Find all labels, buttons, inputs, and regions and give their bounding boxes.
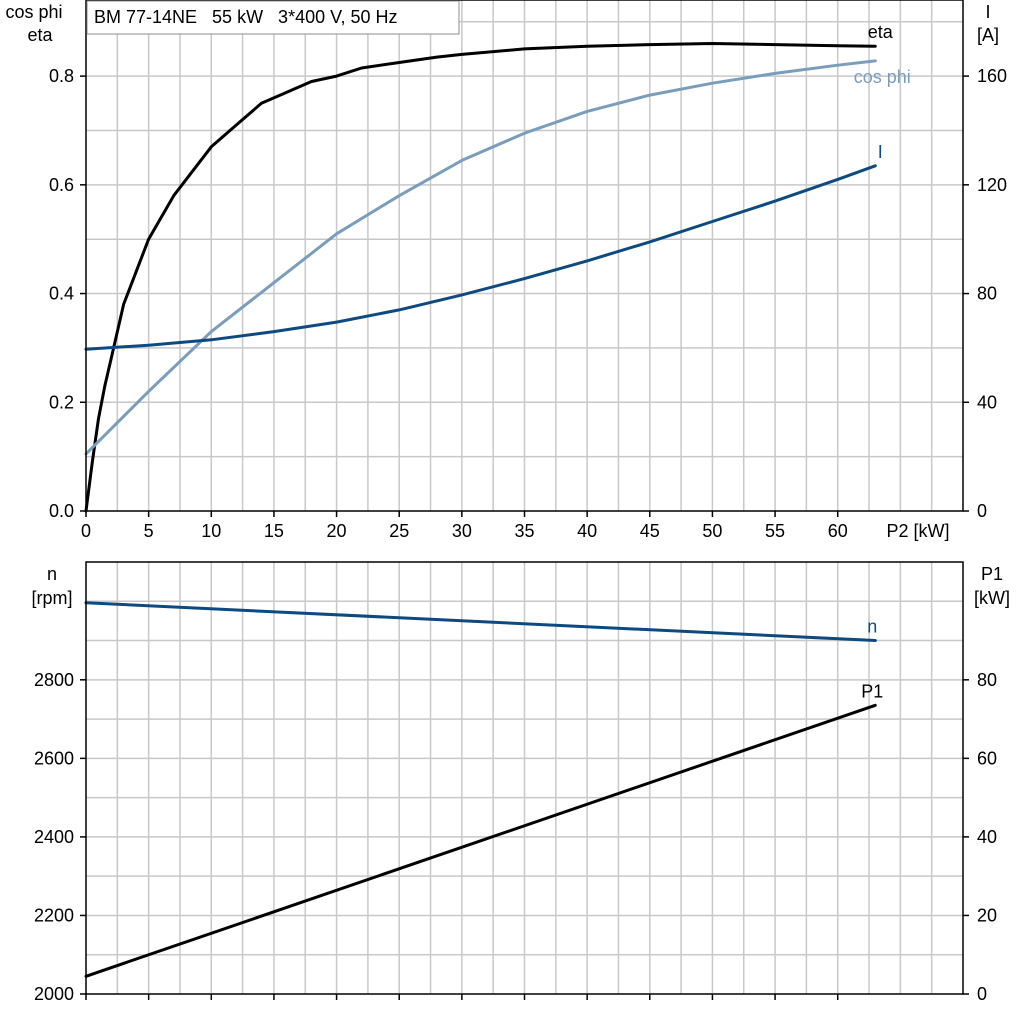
top-left-tick-label: 0.6 xyxy=(49,175,74,195)
bottom-series xyxy=(84,601,877,978)
top-x-tick-label: 15 xyxy=(264,521,284,541)
top-x-tick-label: 45 xyxy=(640,521,660,541)
top-left-tick-label: 0.2 xyxy=(49,392,74,412)
top-x-tick-label: 5 xyxy=(144,521,154,541)
bottom-right-ticks: 0 20 40 60 80 xyxy=(963,670,997,1004)
bottom-left-axis-title-line2: [rpm] xyxy=(31,588,72,608)
bottom-right-tick-label: 20 xyxy=(977,905,997,925)
top-left-axis-title-line2: eta xyxy=(27,25,53,45)
top-right-tick-label: 160 xyxy=(977,66,1007,86)
top-x-tick-label: 20 xyxy=(327,521,347,541)
top-left-tick-label: 0.4 xyxy=(49,284,74,304)
top-series xyxy=(84,42,877,513)
bottom-left-tick-label: 2400 xyxy=(34,827,74,847)
top-x-tick-label: 50 xyxy=(702,521,722,541)
series-label-eta: eta xyxy=(868,22,894,42)
top-x-ticks: 0 5 10 15 20 25 30 35 40 45 50 55 60 xyxy=(81,511,848,541)
info-box: BM 77-14NE 55 kW 3*400 V, 50 Hz xyxy=(86,0,460,35)
top-left-axis-title-line1: cos phi xyxy=(5,2,62,22)
bottom-left-tick-label: 2200 xyxy=(34,905,74,925)
series-label-i: I xyxy=(878,142,883,162)
bottom-panel: 2000 2200 2400 2600 2800 0 20 40 60 80 n P1 n [rp… xyxy=(31,561,1010,1004)
bottom-grid xyxy=(85,562,963,1000)
bottom-left-tick-label: 2800 xyxy=(34,670,74,690)
bottom-left-tick-label: 2600 xyxy=(34,748,74,768)
bottom-right-tick-label: 60 xyxy=(977,748,997,768)
top-x-tick-label: 60 xyxy=(828,521,848,541)
info-box-text: BM 77-14NE 55 kW 3*400 V, 50 Hz xyxy=(94,7,398,27)
top-right-ticks: 0 40 80 120 160 xyxy=(963,66,1007,521)
top-series-labels: eta cos phi I xyxy=(854,22,911,162)
top-left-tick-label: 0.8 xyxy=(49,66,74,86)
series-line-n xyxy=(84,601,877,642)
top-right-axis-title-line1: I xyxy=(985,2,990,22)
bottom-right-tick-label: 0 xyxy=(977,984,987,1004)
bottom-right-axis-title-line1: P1 xyxy=(981,564,1003,584)
bottom-left-tick-label: 2000 xyxy=(34,984,74,1004)
top-left-ticks: 0.0 0.2 0.4 0.6 0.8 xyxy=(49,66,86,521)
bottom-left-axis-title-line1: n xyxy=(47,564,57,584)
series-line-eta xyxy=(84,42,877,513)
top-right-axis-title-line2: [A] xyxy=(977,25,999,45)
bottom-right-axis-title-line2: [kW] xyxy=(974,588,1010,608)
top-right-tick-label: 120 xyxy=(977,175,1007,195)
top-x-tick-label: 30 xyxy=(452,521,472,541)
bottom-left-ticks: 2000 2200 2400 2600 2800 xyxy=(34,670,86,1004)
series-line-cos-phi xyxy=(84,59,877,456)
bottom-right-tick-label: 80 xyxy=(977,670,997,690)
bottom-right-tick-label: 40 xyxy=(977,827,997,847)
series-line-i xyxy=(84,164,877,351)
top-panel: 0.0 0.2 0.4 0.6 0.8 0 40 80 120 160 0 5 10 15 20 25 30… xyxy=(5,0,1007,541)
series-label-cos-phi: cos phi xyxy=(854,67,911,87)
series-label-p1: P1 xyxy=(861,681,883,701)
bottom-series-labels: n P1 xyxy=(861,617,883,702)
top-x-tick-label: 55 xyxy=(765,521,785,541)
series-label-n: n xyxy=(867,617,877,637)
top-x-tick-label: 35 xyxy=(514,521,534,541)
top-right-tick-label: 80 xyxy=(977,284,997,304)
x-axis-title: P2 [kW] xyxy=(886,521,949,541)
top-grid xyxy=(86,0,963,511)
top-x-tick-label: 0 xyxy=(81,521,91,541)
series-line-p1 xyxy=(84,703,877,978)
top-x-tick-label: 40 xyxy=(577,521,597,541)
top-right-tick-label: 0 xyxy=(977,501,987,521)
top-left-tick-label: 0.0 xyxy=(49,501,74,521)
top-x-tick-label: 10 xyxy=(201,521,221,541)
bottom-plot-frame xyxy=(85,561,964,995)
top-right-tick-label: 40 xyxy=(977,392,997,412)
top-x-tick-label: 25 xyxy=(389,521,409,541)
info-box-frame xyxy=(86,0,460,35)
